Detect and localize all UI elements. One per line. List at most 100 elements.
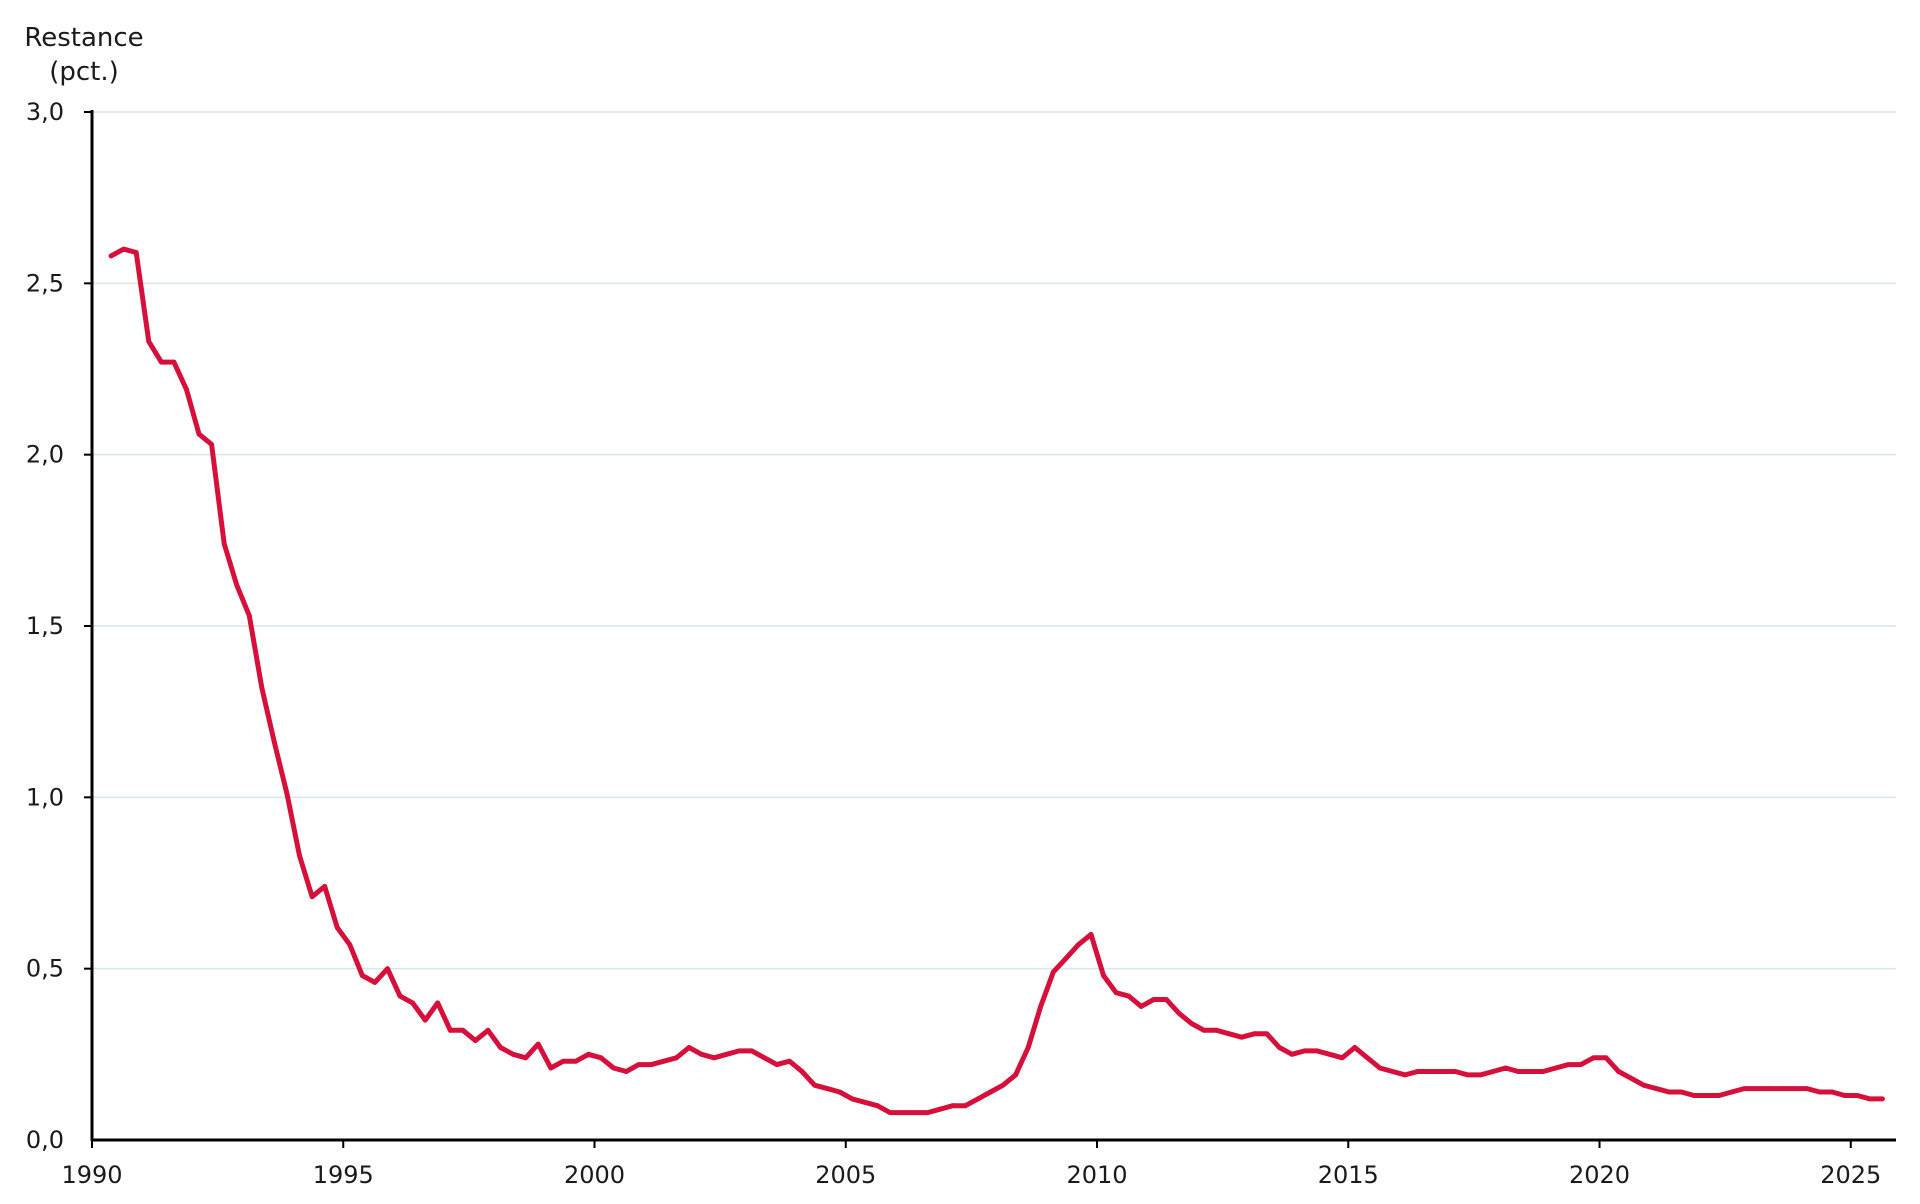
data-point: [1829, 1089, 1835, 1095]
data-point: [1804, 1086, 1810, 1091]
data-point: [1239, 1034, 1245, 1040]
data-point: [1101, 973, 1106, 978]
data-point: [259, 685, 265, 691]
data-point: [410, 1000, 415, 1006]
data-point: [849, 1096, 855, 1102]
x-tick-label: 2025: [1820, 1161, 1881, 1189]
data-point: [322, 884, 328, 889]
data-point: [1653, 1086, 1659, 1091]
data-point: [1038, 1004, 1044, 1009]
data-point: [1553, 1065, 1559, 1071]
data-point: [1503, 1065, 1508, 1071]
data-point: [297, 853, 302, 858]
data-point: [485, 1027, 491, 1033]
data-point: [1566, 1062, 1571, 1067]
data-point: [1176, 1010, 1182, 1016]
data-point: [1540, 1069, 1546, 1074]
y-tick-label: 3,0: [26, 98, 64, 126]
data-point: [1063, 956, 1069, 961]
y-axis-title-line2: (pct.): [49, 57, 119, 87]
x-tick-label: 2020: [1569, 1161, 1630, 1189]
data-point: [937, 1106, 943, 1112]
data-point: [272, 740, 277, 745]
data-point: [887, 1110, 893, 1115]
data-point: [1427, 1069, 1433, 1074]
data-point: [1390, 1069, 1395, 1074]
data-point: [334, 925, 340, 930]
data-point: [862, 1099, 868, 1105]
data-point: [1842, 1093, 1848, 1098]
data-point: [912, 1110, 918, 1115]
data-point: [875, 1103, 880, 1109]
data-point: [347, 942, 353, 948]
data-point: [1000, 1082, 1006, 1088]
data-point: [1729, 1089, 1735, 1095]
data-point: [1377, 1065, 1383, 1071]
gridlines: [84, 111, 1896, 970]
data-point: [422, 1017, 428, 1023]
data-point: [1716, 1093, 1722, 1098]
data-point: [1616, 1069, 1621, 1074]
data-point: [234, 582, 240, 588]
data-point: [1251, 1031, 1257, 1037]
data-point: [1465, 1072, 1471, 1078]
data-point: [1591, 1055, 1596, 1061]
data-point: [1679, 1089, 1684, 1095]
data-point: [108, 253, 114, 259]
data-point: [1025, 1045, 1031, 1050]
data-point: [1704, 1093, 1709, 1098]
data-point: [1264, 1031, 1270, 1037]
data-point: [900, 1110, 905, 1115]
data-point: [1352, 1045, 1358, 1050]
data-point: [1854, 1093, 1860, 1098]
data-point: [1138, 1004, 1144, 1009]
data-point: [573, 1058, 579, 1064]
data-point: [711, 1055, 717, 1061]
data-point: [1754, 1086, 1760, 1091]
data-point: [447, 1027, 453, 1033]
data-point: [359, 973, 365, 978]
x-tick-label: 2015: [1318, 1161, 1379, 1189]
data-point: [1767, 1086, 1772, 1091]
data-point: [1779, 1086, 1785, 1091]
y-tick-label: 2,0: [26, 441, 64, 469]
data-point: [209, 442, 215, 447]
x-tick-label: 2010: [1066, 1161, 1127, 1189]
data-point: [812, 1082, 817, 1088]
data-point: [686, 1045, 692, 1050]
data-point: [1666, 1089, 1672, 1095]
data-point: [623, 1069, 629, 1074]
data-point: [460, 1027, 466, 1033]
data-point: [435, 1000, 441, 1006]
data-point: [963, 1103, 968, 1109]
data-point: [736, 1048, 742, 1054]
data-point: [762, 1055, 767, 1061]
data-point: [196, 431, 202, 437]
x-tick-label: 2000: [564, 1161, 625, 1189]
data-point: [1314, 1048, 1320, 1054]
data-point: [284, 791, 290, 797]
data-point: [598, 1055, 604, 1061]
data-point: [146, 339, 152, 344]
data-point: [724, 1051, 730, 1057]
x-tick-label: 2005: [815, 1161, 876, 1189]
data-point: [1226, 1031, 1232, 1037]
data-point: [372, 980, 378, 985]
data-point: [133, 250, 139, 255]
data-point: [1151, 997, 1157, 1002]
data-point: [510, 1051, 516, 1057]
data-point: [1880, 1096, 1885, 1102]
axes: [90, 110, 1896, 1142]
data-point: [1691, 1093, 1697, 1098]
data-point: [787, 1058, 792, 1064]
data-point: [1327, 1051, 1333, 1057]
y-tick-label: 0,5: [26, 955, 64, 983]
y-tick-label: 1,0: [26, 783, 64, 811]
data-point: [184, 387, 189, 392]
data-point: [1088, 932, 1094, 937]
data-point: [548, 1065, 554, 1071]
data-point: [1339, 1055, 1345, 1061]
data-point: [1277, 1045, 1282, 1050]
y-tick-labels: 0,0 0,5 1,0 1,5 2,0 2,5 3,0: [26, 98, 64, 1154]
